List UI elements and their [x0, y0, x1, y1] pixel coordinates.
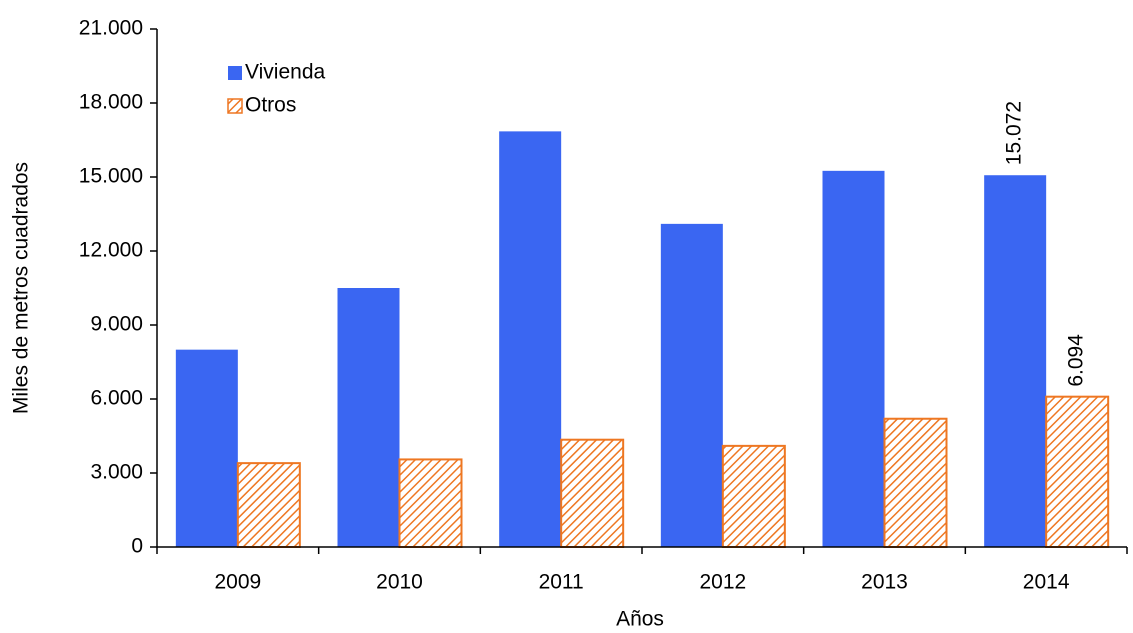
- x-tick-label: 2014: [1023, 571, 1070, 594]
- x-tick-label: 2011: [539, 571, 584, 594]
- bar: [236, 462, 301, 548]
- y-tick-label: 12.000: [79, 239, 143, 262]
- x-tick-label: 2009: [214, 571, 261, 594]
- bar: [883, 417, 948, 548]
- bar: [560, 438, 625, 549]
- legend-label: Vivienda: [245, 61, 325, 84]
- bar: [984, 175, 1047, 547]
- x-tick-label: 2013: [861, 571, 908, 594]
- bar: [337, 288, 400, 547]
- bar: [175, 349, 238, 547]
- bar: [499, 131, 562, 547]
- y-tick-label: 6.000: [90, 387, 143, 410]
- y-tick-label: 21.000: [79, 17, 143, 40]
- x-tick-label: 2010: [376, 571, 423, 594]
- bar: [660, 223, 723, 547]
- y-tick-label: 0: [131, 535, 143, 558]
- bar: [721, 444, 786, 548]
- data-label: 6.094: [1065, 334, 1088, 387]
- bar: [1045, 395, 1110, 548]
- x-tick-label: 2012: [699, 571, 746, 594]
- y-axis-label: Miles de metros cuadrados: [10, 162, 33, 414]
- y-tick-label: 9.000: [90, 313, 143, 336]
- legend-swatch: [227, 98, 243, 114]
- bar: [822, 170, 885, 548]
- legend-label: Otros: [245, 94, 296, 117]
- y-tick-label: 3.000: [90, 461, 143, 484]
- bar: [398, 458, 463, 548]
- data-label: 15.072: [1003, 101, 1026, 165]
- y-tick-label: 18.000: [79, 91, 143, 114]
- x-axis-label: Años: [616, 608, 664, 631]
- y-tick-label: 15.000: [79, 165, 143, 188]
- legend-swatch: [228, 66, 242, 80]
